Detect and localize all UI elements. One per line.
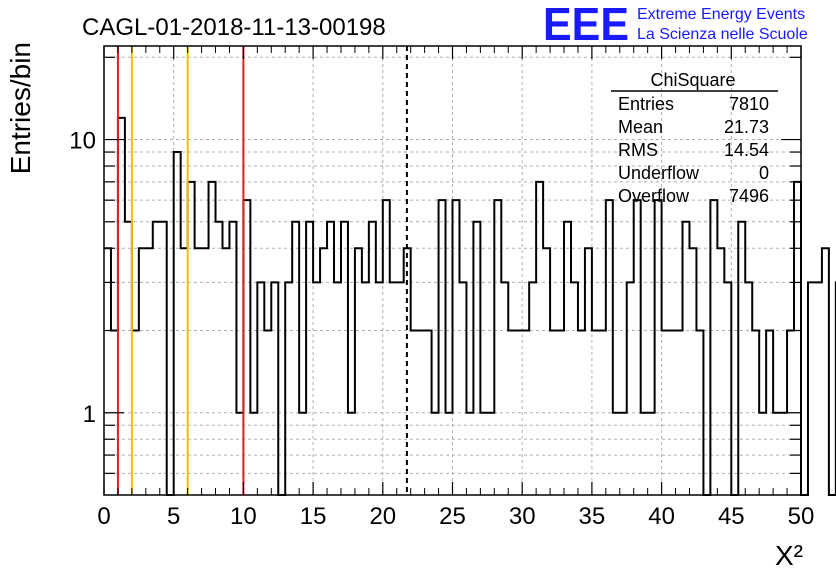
stats-row: Overflow 7496 [618,186,769,206]
x-tick-label: 40 [648,503,675,530]
x-tick-label: 15 [300,503,327,530]
stats-row-label: RMS [618,140,658,160]
histogram-line [104,116,836,496]
stats-box: ChiSquare Entries 7810 Mean 21.73 RMS 14.54 Un… [611,70,778,206]
stats-row-value: 7496 [729,186,769,206]
y-tick-label: 1 [83,401,96,428]
stats-row-value: 0 [759,163,769,183]
stats-row-value: 21.73 [724,117,769,137]
x-tick-label: 35 [579,503,606,530]
x-tick-label: 50 [788,503,815,530]
stats-row-label: Underflow [618,163,700,183]
stats-row-label: Overflow [618,186,690,206]
logo-line-1: Extreme Energy Events [637,6,805,23]
x-tick-label: 45 [718,503,745,530]
stats-row: RMS 14.54 [618,140,769,160]
stats-row: Entries 7810 [618,94,769,114]
stats-row-label: Entries [618,94,674,114]
stats-row-label: Mean [618,117,663,137]
stats-row: Mean 21.73 [618,117,769,137]
eee-logo: EEE Extreme Energy Events La Scienza nel… [543,0,808,50]
stats-row-value: 7810 [729,94,769,114]
chart-title: CAGL-01-2018-11-13-00198 [82,14,386,41]
stats-row: Underflow 0 [618,163,769,183]
x-tick-label: 0 [97,503,110,530]
logo-mark: EEE [543,0,629,50]
ticks: 0 5 10 15 20 25 30 35 40 45 50 1 10 [69,46,814,530]
histogram [104,116,836,496]
x-tick-label: 30 [509,503,536,530]
logo-line-2: La Scienza nelle Scuole [637,26,808,43]
stats-rows: Entries 7810 Mean 21.73 RMS 14.54 Underflow 0 Ov… [618,94,769,206]
x-tick-label: 25 [439,503,466,530]
y-tick-label: 10 [69,128,96,155]
y-axis-label: Entries/bin [5,42,36,174]
x-tick-label: 10 [230,503,257,530]
reference-lines [116,46,408,495]
x-tick-label: 5 [167,503,180,530]
stats-title: ChiSquare [650,70,735,90]
stats-row-value: 14.54 [724,140,769,160]
x-tick-label: 20 [369,503,396,530]
x-axis-label: X² [775,540,803,571]
